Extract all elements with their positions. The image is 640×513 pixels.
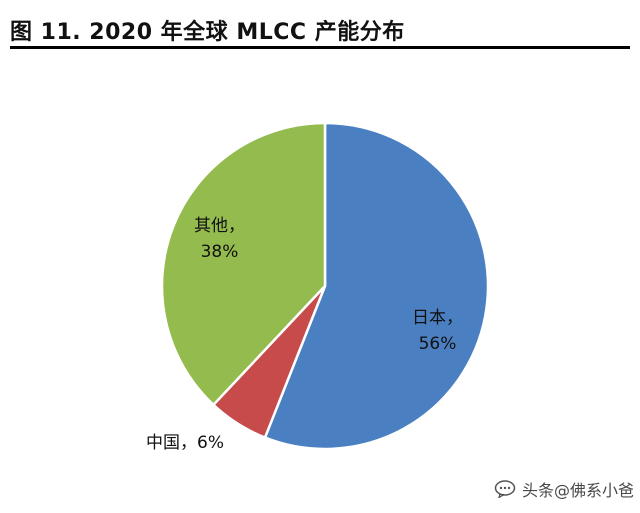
slice-label-other-name: 其他， (194, 216, 245, 236)
slice-label-other: 其他， 38% (194, 213, 245, 265)
title-rule (10, 46, 630, 49)
chat-bubble-icon (494, 480, 516, 498)
slice-label-japan-value: 56% (418, 334, 457, 354)
slice-label-china-name: 中国，6% (146, 433, 224, 453)
figure-header: 图 11. 2020 年全球 MLCC 产能分布 (10, 8, 630, 49)
pie-chart-svg (160, 121, 490, 451)
slice-label-china: 中国，6% (146, 430, 224, 456)
watermark: 头条@佛系小爸 (494, 474, 634, 504)
slice-label-other-value: 38% (200, 242, 239, 262)
slice-label-japan: 日本， 56% (412, 305, 463, 357)
slice-japan (263, 121, 490, 451)
watermark-text: 头条@佛系小爸 (522, 481, 635, 500)
pie-chart: 日本， 56% 其他， 38% 中国，6% (0, 60, 640, 513)
figure-title: 图 11. 2020 年全球 MLCC 产能分布 (10, 20, 405, 45)
slice-other (160, 121, 327, 407)
slice-label-japan-name: 日本， (412, 308, 463, 328)
